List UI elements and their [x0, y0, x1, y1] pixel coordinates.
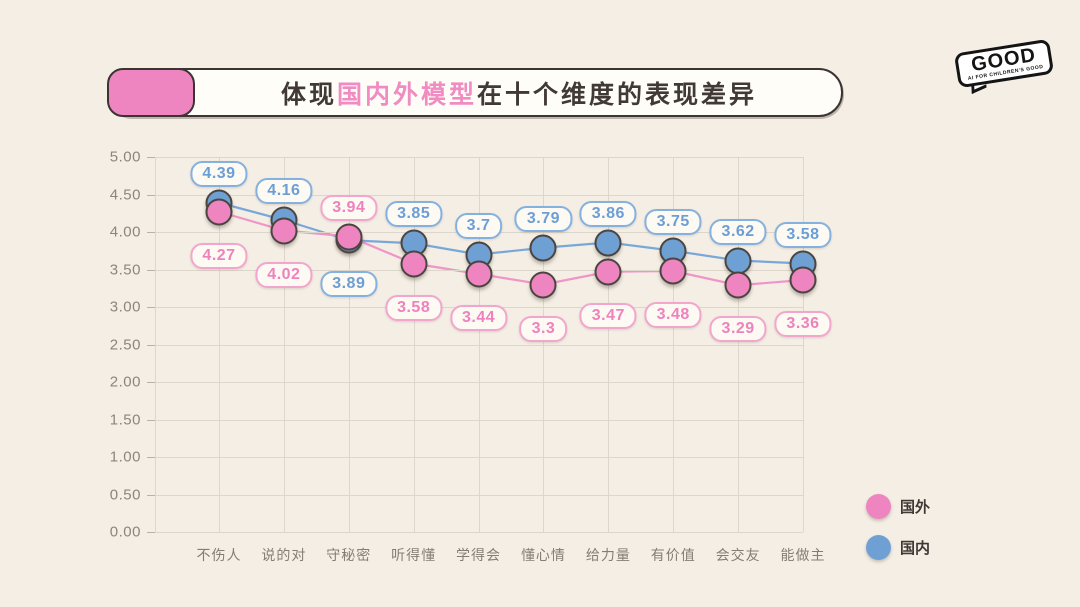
data-label-国内: 4.16 — [255, 178, 313, 204]
data-label-国内: 4.39 — [190, 160, 248, 187]
legend-item-domestic: 国内 — [866, 533, 930, 561]
data-point-国内 — [594, 229, 622, 256]
y-axis-label: 2.00 — [109, 373, 141, 391]
y-tick-mark — [147, 494, 155, 496]
x-axis-label: 听得懂 — [391, 547, 437, 563]
data-point-国外 — [724, 271, 752, 299]
data-label-国内: 3.62 — [709, 218, 767, 245]
y-tick-mark — [147, 157, 155, 158]
title-banner — [107, 68, 843, 117]
y-tick-mark — [147, 382, 155, 383]
gridline-vertical — [478, 157, 480, 532]
data-label-国外: 4.27 — [190, 242, 248, 269]
y-tick-mark — [147, 419, 155, 421]
y-tick-mark — [147, 344, 155, 346]
data-label-国内: 3.89 — [320, 271, 378, 298]
x-axis-label: 给力量 — [585, 547, 631, 563]
gridline-vertical — [413, 157, 415, 532]
legend-label-domestic: 国内 — [900, 539, 931, 557]
data-label-国外: 3.94 — [320, 194, 378, 221]
gridline-vertical — [738, 157, 740, 532]
gridline-vertical — [219, 157, 220, 532]
series-line-国外 — [218, 210, 804, 287]
y-tick-mark — [147, 232, 155, 233]
data-label-国内: 3.75 — [644, 208, 702, 235]
legend-dot-domestic — [866, 534, 891, 560]
gridline-vertical — [608, 157, 610, 532]
data-point-国外 — [205, 198, 233, 226]
y-axis-label: 1.50 — [109, 411, 141, 428]
data-label-国内: 3.7 — [454, 212, 503, 239]
data-label-国内: 3.85 — [385, 201, 443, 228]
legend-label-foreign: 国外 — [900, 498, 931, 516]
page-title: 体现 国内外模型 在十个维度的表现差异 — [195, 68, 843, 117]
y-tick-mark — [147, 269, 155, 271]
data-point-国内 — [724, 247, 752, 274]
title-highlight: 国内外模型 — [336, 80, 477, 109]
x-axis-label: 说的对 — [261, 547, 307, 563]
data-point-国外 — [789, 266, 817, 294]
y-axis-label: 3.00 — [109, 298, 141, 316]
chart-legend: 国外 国内 — [866, 492, 930, 574]
y-axis-label: 0.50 — [109, 486, 141, 503]
data-label-国外: 3.58 — [385, 294, 443, 321]
data-point-国外 — [529, 271, 557, 298]
title-banner-accent — [107, 68, 195, 117]
gridline-vertical — [283, 157, 285, 532]
legend-dot-foreign — [866, 493, 891, 519]
y-axis-label: 1.00 — [109, 448, 141, 466]
x-axis-label: 有价值 — [650, 547, 696, 563]
x-axis-label: 守秘密 — [326, 547, 372, 563]
y-axis-label: 3.50 — [109, 261, 141, 278]
data-point-国外 — [335, 223, 363, 250]
y-tick-mark — [147, 457, 155, 458]
data-label-国外: 3.44 — [449, 305, 508, 331]
data-point-国外 — [465, 260, 493, 288]
y-axis-label: 0.00 — [109, 523, 141, 541]
data-label-国内: 3.86 — [579, 200, 637, 227]
x-axis-label: 学得会 — [456, 547, 502, 563]
y-axis-label: 4.50 — [109, 186, 141, 203]
y-tick-mark — [147, 194, 155, 196]
y-tick-mark — [147, 307, 155, 308]
data-label-国外: 3.48 — [644, 302, 702, 328]
data-label-国内: 3.58 — [774, 221, 832, 248]
x-axis-label: 能做主 — [780, 547, 826, 563]
data-point-国内 — [529, 234, 557, 262]
data-label-国外: 3.36 — [774, 311, 832, 337]
gridline-vertical — [673, 157, 675, 532]
title-prefix: 体现 — [280, 80, 337, 109]
x-axis-label: 懂心情 — [520, 547, 566, 563]
gridline-vertical — [803, 157, 804, 532]
y-axis-label: 2.50 — [109, 336, 141, 353]
y-tick-mark — [147, 532, 155, 533]
y-axis-line — [155, 157, 156, 532]
series-line-国内 — [218, 201, 804, 265]
y-axis-label: 5.00 — [109, 148, 141, 166]
data-label-国内: 3.79 — [514, 205, 573, 232]
data-point-国外 — [400, 250, 428, 277]
data-point-国外 — [270, 217, 298, 244]
data-label-国外: 4.02 — [255, 261, 313, 288]
x-axis-label: 不伤人 — [196, 547, 242, 563]
gridline-horizontal — [155, 532, 803, 533]
gridline-vertical — [348, 157, 350, 532]
data-label-国外: 3.29 — [709, 316, 767, 343]
gridline-vertical — [543, 157, 545, 532]
data-label-国外: 3.3 — [519, 315, 568, 342]
data-label-国外: 3.47 — [579, 302, 637, 329]
legend-item-foreign: 国外 — [866, 492, 930, 520]
title-suffix: 在十个维度的表现差异 — [477, 80, 758, 109]
y-axis-label: 4.00 — [109, 223, 141, 241]
x-axis-label: 会交友 — [715, 547, 761, 563]
data-point-国外 — [594, 258, 622, 286]
data-point-国外 — [659, 257, 687, 285]
